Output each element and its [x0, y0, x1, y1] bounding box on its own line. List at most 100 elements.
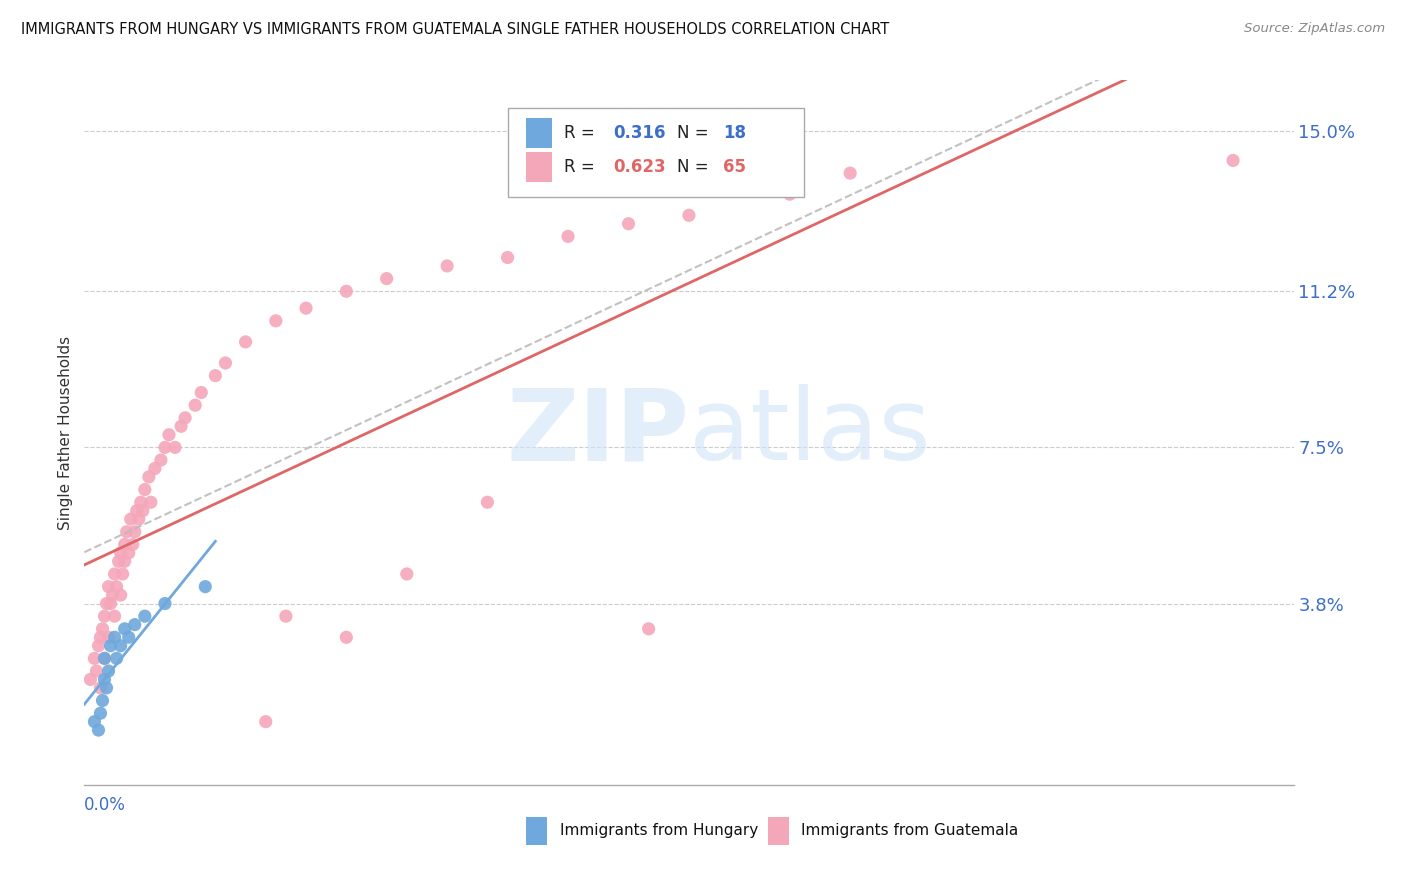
Point	[335, 285, 357, 299]
Point	[83, 651, 105, 665]
Point	[118, 630, 141, 644]
Point	[114, 554, 136, 568]
Point	[254, 714, 277, 729]
Point	[97, 630, 120, 644]
Point	[153, 441, 176, 455]
Point	[174, 410, 197, 425]
Point	[149, 453, 172, 467]
Point	[121, 537, 143, 551]
Point	[87, 723, 110, 738]
Point	[839, 166, 862, 180]
Point	[89, 630, 111, 644]
Point	[104, 609, 127, 624]
Point	[96, 681, 118, 695]
Point	[124, 524, 146, 539]
Point	[100, 597, 122, 611]
Point	[157, 427, 180, 442]
Point	[128, 512, 150, 526]
Point	[678, 208, 700, 222]
Point	[110, 588, 132, 602]
Point	[124, 617, 146, 632]
Point	[89, 706, 111, 721]
Point	[170, 419, 193, 434]
Point	[274, 609, 297, 624]
Text: 65: 65	[723, 158, 745, 176]
Point	[115, 524, 138, 539]
Point	[97, 664, 120, 678]
Text: 18: 18	[723, 124, 745, 142]
Point	[93, 609, 115, 624]
Point	[83, 714, 105, 729]
Text: R =: R =	[564, 158, 600, 176]
Point	[91, 693, 114, 707]
Point	[101, 588, 124, 602]
Point	[779, 187, 801, 202]
Point	[138, 470, 160, 484]
Text: N =: N =	[676, 124, 714, 142]
Point	[104, 566, 127, 581]
Text: atlas: atlas	[689, 384, 931, 481]
Point	[235, 334, 257, 349]
Point	[335, 630, 357, 644]
Point	[111, 566, 134, 581]
Point	[91, 622, 114, 636]
Point	[153, 597, 176, 611]
Point	[436, 259, 458, 273]
Point	[184, 398, 207, 412]
Text: R =: R =	[564, 124, 600, 142]
Point	[114, 622, 136, 636]
Point	[114, 537, 136, 551]
Point	[295, 301, 318, 315]
Point	[110, 546, 132, 560]
Point	[125, 504, 148, 518]
Bar	[768, 817, 789, 845]
Y-axis label: Single Father Households: Single Father Households	[58, 335, 73, 530]
Point	[118, 546, 141, 560]
Point	[477, 495, 499, 509]
Point	[105, 651, 128, 665]
Point	[637, 622, 659, 636]
Point	[105, 580, 128, 594]
Text: 0.623: 0.623	[613, 158, 665, 176]
Point	[617, 217, 640, 231]
Point	[194, 580, 217, 594]
Point	[214, 356, 236, 370]
Point	[104, 630, 127, 644]
Point	[86, 664, 108, 678]
Point	[107, 554, 129, 568]
Point	[204, 368, 226, 383]
Point	[96, 597, 118, 611]
Point	[557, 229, 579, 244]
Point	[134, 483, 156, 497]
Text: ZIP: ZIP	[506, 384, 689, 481]
Text: 0.316: 0.316	[613, 124, 665, 142]
Point	[1222, 153, 1244, 168]
Text: IMMIGRANTS FROM HUNGARY VS IMMIGRANTS FROM GUATEMALA SINGLE FATHER HOUSEHOLDS CO: IMMIGRANTS FROM HUNGARY VS IMMIGRANTS FR…	[21, 22, 890, 37]
Bar	[526, 817, 547, 845]
Point	[134, 609, 156, 624]
Point	[129, 495, 152, 509]
Point	[120, 512, 142, 526]
Bar	[526, 153, 553, 182]
Point	[132, 504, 155, 518]
Point	[143, 461, 166, 475]
Point	[139, 495, 162, 509]
Text: N =: N =	[676, 158, 714, 176]
Point	[93, 651, 115, 665]
Point	[496, 251, 519, 265]
Text: Immigrants from Guatemala: Immigrants from Guatemala	[801, 823, 1018, 838]
Point	[89, 681, 111, 695]
Text: 0.0%: 0.0%	[84, 796, 127, 814]
Point	[87, 639, 110, 653]
Point	[165, 441, 187, 455]
Point	[100, 639, 122, 653]
Point	[190, 385, 212, 400]
Point	[395, 566, 418, 581]
Point	[97, 580, 120, 594]
Point	[110, 639, 132, 653]
Point	[79, 673, 101, 687]
Point	[264, 314, 287, 328]
Text: Immigrants from Hungary: Immigrants from Hungary	[560, 823, 758, 838]
Point	[93, 673, 115, 687]
Text: Source: ZipAtlas.com: Source: ZipAtlas.com	[1244, 22, 1385, 36]
